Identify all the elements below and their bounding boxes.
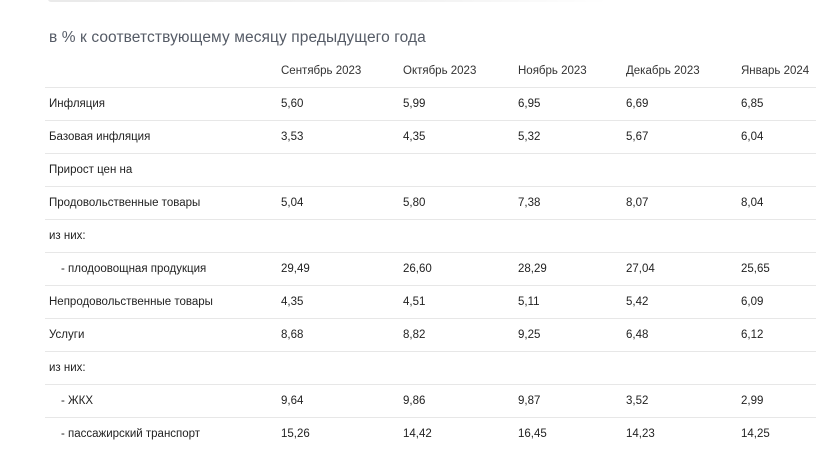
cell-value: 5,42 — [622, 285, 737, 319]
cell-value: 5,99 — [399, 87, 514, 121]
row-label: Услуги — [45, 318, 277, 352]
row-label: Базовая инфляция — [45, 120, 277, 154]
cell-value: 5,11 — [514, 285, 622, 319]
cell-value: 5,60 — [277, 87, 399, 121]
cell-value: 6,09 — [737, 285, 816, 319]
cell-value: 8,82 — [399, 318, 514, 352]
cell-value: 5,67 — [622, 120, 737, 154]
row-label: - плодоовощная продукция — [45, 252, 277, 286]
cell-value — [514, 153, 622, 187]
cell-value — [399, 351, 514, 385]
table-row: - плодоовощная продукция 29,49 26,60 28,… — [45, 252, 816, 286]
row-label: - ЖКХ — [45, 384, 277, 418]
cell-value — [737, 219, 816, 253]
header-cell-oct-2023: Октябрь 2023 — [399, 55, 514, 88]
cell-value: 2,99 — [737, 384, 816, 418]
cell-value: 6,12 — [737, 318, 816, 352]
cell-value: 4,35 — [277, 285, 399, 319]
cell-value — [399, 153, 514, 187]
row-label: Непродовольственные товары — [45, 285, 277, 319]
cell-value: 3,53 — [277, 120, 399, 154]
cell-value: 6,48 — [622, 318, 737, 352]
cell-value — [514, 351, 622, 385]
header-cell-sep-2023: Сентябрь 2023 — [277, 55, 399, 88]
header-cell-label — [45, 55, 277, 88]
table-row: Продовольственные товары 5,04 5,80 7,38 … — [45, 186, 816, 220]
row-label: Продовольственные товары — [45, 186, 277, 220]
row-label: Инфляция — [45, 87, 277, 121]
cell-value: 6,69 — [622, 87, 737, 121]
cell-value — [277, 153, 399, 187]
table-row: из них: — [45, 351, 816, 385]
cell-value — [737, 351, 816, 385]
cell-value: 6,95 — [514, 87, 622, 121]
table-row: Инфляция 5,60 5,99 6,95 6,69 6,85 — [45, 87, 816, 121]
cell-value: 7,38 — [514, 186, 622, 220]
cell-value: 29,49 — [277, 252, 399, 286]
header-cell-jan-2024: Январь 2024 — [737, 55, 816, 88]
cell-value — [514, 219, 622, 253]
row-label: - пассажирский транспорт — [61, 428, 201, 440]
cell-value: 14,23 — [626, 428, 655, 440]
table-row: Прирост цен на — [45, 153, 816, 187]
cell-value — [399, 219, 514, 253]
table-row: - ЖКХ 9,64 9,86 9,87 3,52 2,99 — [45, 384, 816, 418]
table-row: из них: — [45, 219, 816, 253]
cell-value: 9,25 — [514, 318, 622, 352]
cell-value: 14,25 — [741, 428, 770, 440]
table-row: - пассажирский транспорт 15,26 14,42 16,… — [45, 418, 816, 450]
cell-value: 6,85 — [737, 87, 816, 121]
header-cell-dec-2023: Декабрь 2023 — [622, 55, 737, 88]
table-header-row: Сентябрь 2023 Октябрь 2023 Ноябрь 2023 Д… — [45, 55, 816, 88]
inflation-table: Сентябрь 2023 Октябрь 2023 Ноябрь 2023 Д… — [45, 55, 816, 450]
cell-value: 9,64 — [277, 384, 399, 418]
cell-value: 26,60 — [399, 252, 514, 286]
row-label: из них: — [45, 219, 277, 253]
cell-value: 4,35 — [399, 120, 514, 154]
row-label: из них: — [45, 351, 277, 385]
cell-value — [277, 351, 399, 385]
cropped-heading-fragment — [48, 0, 608, 2]
table-subtitle: в % к соответствующему месяцу предыдущег… — [49, 29, 426, 46]
cell-value: 8,07 — [622, 186, 737, 220]
table-row: Базовая инфляция 3,53 4,35 5,32 5,67 6,0… — [45, 120, 816, 154]
cell-value: 28,29 — [514, 252, 622, 286]
cell-value — [737, 153, 816, 187]
cell-value: 4,51 — [399, 285, 514, 319]
cell-value: 6,04 — [737, 120, 816, 154]
cell-value: 9,87 — [514, 384, 622, 418]
cell-value — [622, 219, 737, 253]
table-row: Услуги 8,68 8,82 9,25 6,48 6,12 — [45, 318, 816, 352]
cell-value: 14,42 — [403, 428, 432, 440]
cell-value: 8,68 — [277, 318, 399, 352]
cell-value: 5,04 — [277, 186, 399, 220]
cell-value: 5,80 — [399, 186, 514, 220]
cell-value — [622, 153, 737, 187]
cell-value: 16,45 — [518, 428, 547, 440]
cell-value — [277, 219, 399, 253]
cell-value: 15,26 — [281, 428, 310, 440]
cell-value: 27,04 — [622, 252, 737, 286]
cell-value: 8,04 — [737, 186, 816, 220]
cell-value: 9,86 — [399, 384, 514, 418]
table-row: Непродовольственные товары 4,35 4,51 5,1… — [45, 285, 816, 319]
row-label: Прирост цен на — [45, 153, 277, 187]
cell-value: 5,32 — [514, 120, 622, 154]
header-cell-nov-2023: Ноябрь 2023 — [514, 55, 622, 88]
cell-value: 3,52 — [622, 384, 737, 418]
cell-value: 25,65 — [737, 252, 816, 286]
cell-value — [622, 351, 737, 385]
